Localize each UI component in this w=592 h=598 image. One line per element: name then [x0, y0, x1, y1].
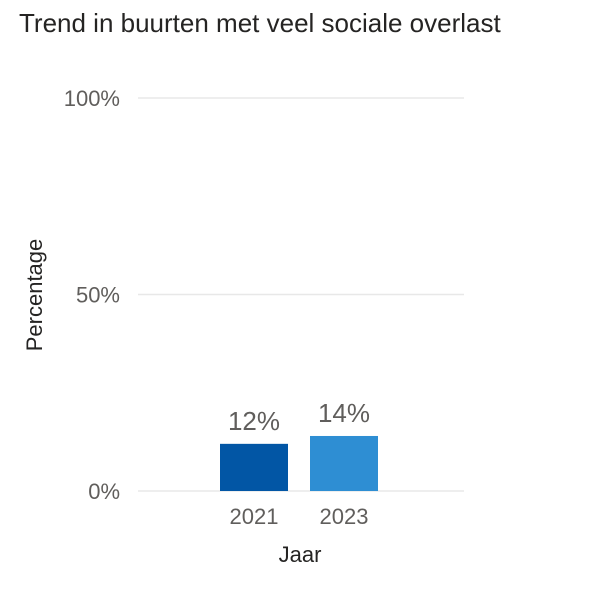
bar-2021 [220, 443, 288, 491]
gridlines [138, 97, 464, 492]
x-axis-ticks: 2021 2023 [230, 504, 369, 529]
x-tick-label: 2023 [320, 504, 369, 529]
y-axis-ticks: 0% 50% 100% [64, 86, 120, 504]
x-tick-label: 2021 [230, 504, 279, 529]
chart-title: Trend in buurten met veel sociale overla… [19, 8, 501, 38]
y-tick-label: 50% [76, 283, 120, 308]
bars [220, 435, 378, 491]
data-label: 14% [318, 398, 370, 428]
y-tick-label: 100% [64, 86, 120, 111]
bar-2023 [310, 435, 378, 491]
x-axis-title: Jaar [279, 542, 322, 567]
data-label: 12% [228, 406, 280, 436]
y-axis-title: Percentage [22, 239, 47, 352]
y-tick-label: 0% [88, 479, 120, 504]
data-labels: 12% 14% [228, 398, 370, 436]
